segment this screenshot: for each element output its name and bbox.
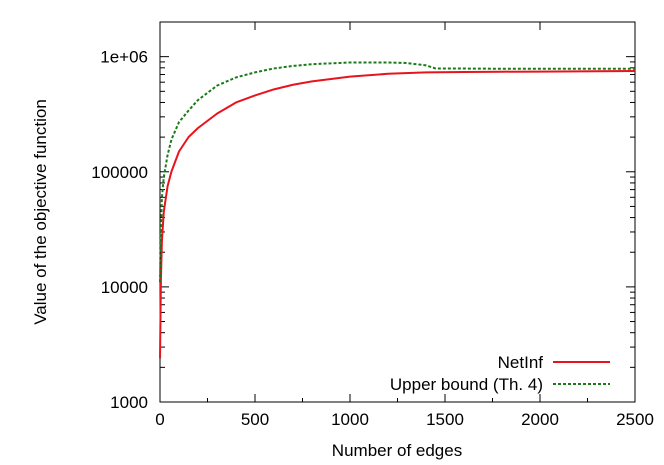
x-tick-label: 500 (241, 410, 269, 429)
x-tick-label: 2000 (521, 410, 559, 429)
x-tick-label: 1000 (331, 410, 369, 429)
x-tick-label: 2500 (616, 410, 654, 429)
x-tick-label: 1500 (426, 410, 464, 429)
series-lines (159, 61, 636, 359)
y-axis-label: Value of the objective function (31, 99, 50, 325)
x-axis-label: Number of edges (332, 441, 462, 460)
x-axis-ticks: 0 500 1000 1500 2000 2500 (155, 22, 654, 429)
legend-label: Upper bound (Th. 4) (390, 375, 543, 394)
legend-label: NetInf (498, 353, 544, 372)
y-tick-label: 1e+06 (100, 48, 148, 67)
legend: NetInf Upper bound (Th. 4) (390, 353, 610, 394)
series-line-netinf (159, 70, 636, 359)
y-tick-label: 1000 (110, 393, 148, 412)
y-tick-label: 100000 (91, 163, 148, 182)
y-tick-label: 10000 (101, 278, 148, 297)
y-axis-ticks: 1000 10000 100000 1e+06 (91, 48, 635, 412)
series-line-upper-bound-th-4 (159, 61, 635, 283)
x-tick-label: 0 (155, 410, 164, 429)
